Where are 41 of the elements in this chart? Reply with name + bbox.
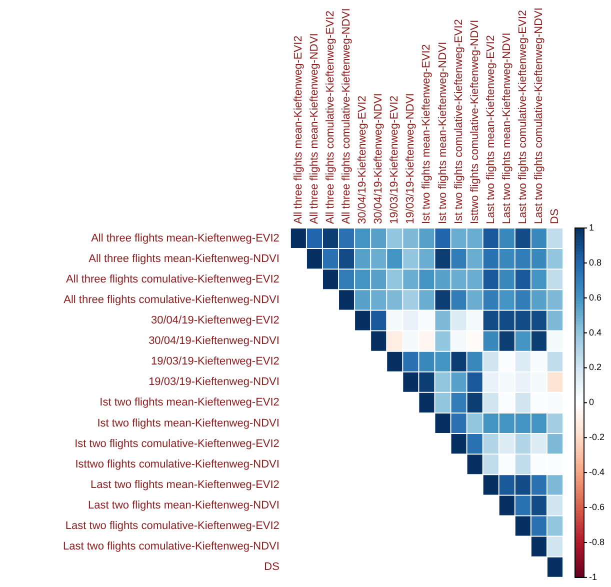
y-tick-label: Isttwo flights comulative-Kieftenweg-NDVI <box>75 458 280 470</box>
color-bar-label: -0.6 <box>589 502 605 512</box>
color-bar-label: -1 <box>589 572 598 582</box>
y-tick-label: 19/03/19-Kieftenweg-EVI2 <box>151 356 280 368</box>
y-tick-label: Last two flights comulative-Kieftenweg-NDVI <box>62 540 280 553</box>
x-tick-label: Ist two flights mean-Kieftenweg-NDVI <box>436 42 449 224</box>
x-tick-label: 30/04/19-Kieftenweg-NDVI <box>372 93 385 224</box>
y-tick-label: Last two flights mean-Kieftenweg-EVI2 <box>90 478 280 491</box>
x-tick-label: Ist two flights mean-Kieftenweg-EVI2 <box>420 44 433 224</box>
x-tick-label: 19/03/19-Kieftenweg-NDVI <box>404 93 417 224</box>
color-bar-label: 0.2 <box>589 362 602 372</box>
x-tick-label: Last two flights comulative-Kieftenweg-NDVI <box>532 8 545 224</box>
color-bar-label: 0.4 <box>589 327 602 338</box>
y-tick-label: 30/04/19-Kieftenweg-NDVI <box>148 335 280 348</box>
y-tick-label: All three flights comulative-Kieftenweg-EVI2 <box>66 273 280 286</box>
y-tick-label: Ist two flights comulative-Kieftenweg-EVI2 <box>74 438 280 450</box>
x-tick-label: 30/04/19-Kieftenweg-EVI2 <box>356 96 369 224</box>
y-tick-label: All three flights comulative-Kieftenweg-NDVI <box>64 294 280 306</box>
x-tick-label: Last two flights mean-Kieftenweg-EVI2 <box>484 35 497 224</box>
color-bar-label: 0.8 <box>589 257 602 268</box>
y-tick-label: DS <box>264 561 280 574</box>
x-tick-label: Last two flights comulative-Kieftenweg-EVI2 <box>516 10 529 224</box>
x-tick-label: DS <box>549 208 562 224</box>
color-bar-label: -0.8 <box>589 536 605 547</box>
color-bar-label: 0.6 <box>589 292 602 302</box>
color-bar-label: 0 <box>589 397 594 408</box>
y-tick-label: Last two flights mean-Kieftenweg-NDVI <box>88 499 280 512</box>
color-bar-label: -0.2 <box>589 432 605 442</box>
y-tick-label: 30/04/19-Kieftenweg-EVI2 <box>151 314 280 327</box>
color-bar-label: 1 <box>589 222 594 232</box>
color-bar-label: -0.4 <box>589 467 605 478</box>
y-tick-label: Last two flights comulative-Kieftenweg-EVI2 <box>65 520 280 532</box>
x-tick-label: Ist two flights comulative-Kieftenweg-EVI2 <box>452 19 465 224</box>
y-tick-label: All three flights mean-Kieftenweg-EVI2 <box>91 232 280 244</box>
x-tick-label: Isttwo flights comulative-Kieftenweg-NDVI <box>468 20 481 224</box>
x-tick-label: Last two flights mean-Kieftenweg-NDVI <box>500 32 513 224</box>
y-tick-label: Ist two flights mean-Kieftenweg-NDVI <box>97 417 280 430</box>
x-tick-label: 19/03/19-Kieftenweg-EVI2 <box>388 96 401 224</box>
y-tick-label: Ist two flights mean-Kieftenweg-EVI2 <box>100 396 280 409</box>
y-tick-label: All three flights mean-Kieftenweg-NDVI <box>88 252 280 265</box>
y-tick-label: 19/03/19-Kieftenweg-NDVI <box>148 376 280 388</box>
